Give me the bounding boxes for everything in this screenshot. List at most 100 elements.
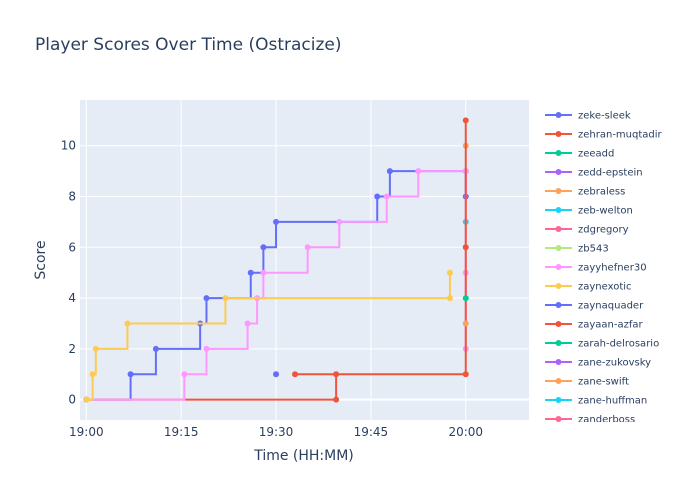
- legend-item[interactable]: zeb-welton: [545, 206, 633, 217]
- data-point[interactable]: [446, 269, 453, 276]
- y-axis-title: Score: [33, 240, 49, 279]
- y-tick-label: 8: [68, 190, 76, 204]
- x-tick-label: 19:30: [259, 425, 294, 439]
- y-axis-ticks: 0 2 4 6 8 10: [61, 139, 76, 407]
- legend-item[interactable]: zaynaquader: [545, 301, 644, 312]
- data-point[interactable]: [83, 396, 90, 403]
- legend-item[interactable]: zanderboss: [545, 415, 635, 426]
- legend-item[interactable]: zb543: [545, 244, 609, 255]
- data-point[interactable]: [203, 345, 210, 352]
- x-axis-ticks: 19:00 19:15 19:30 19:45 20:00: [69, 425, 483, 439]
- data-point[interactable]: [292, 371, 299, 378]
- legend-label: zayyhefner30: [578, 263, 647, 274]
- legend-label: zarah-delrosario: [578, 339, 659, 350]
- data-point[interactable]: [260, 269, 267, 276]
- legend-item[interactable]: zane-swift: [545, 377, 629, 388]
- legend-item[interactable]: zarah-delrosario: [545, 339, 659, 350]
- data-point[interactable]: [273, 371, 280, 378]
- legend-marker: [555, 226, 562, 232]
- plot-area: [80, 100, 529, 420]
- legend-item[interactable]: zayaan-azfar: [545, 320, 644, 331]
- data-point[interactable]: [415, 168, 422, 175]
- legend-item[interactable]: zedd-epstein: [545, 168, 643, 179]
- legend-item[interactable]: zaynexotic: [545, 282, 632, 293]
- x-tick-label: 19:15: [164, 425, 199, 439]
- data-point[interactable]: [333, 396, 340, 403]
- data-point[interactable]: [127, 371, 134, 378]
- series-line: [295, 120, 467, 376]
- data-point[interactable]: [89, 371, 96, 378]
- y-tick-label: 2: [68, 342, 76, 356]
- legend-marker: [555, 245, 562, 251]
- data-point[interactable]: [446, 295, 453, 302]
- data-point[interactable]: [152, 345, 159, 352]
- legend-label: zb543: [578, 244, 609, 255]
- data-point[interactable]: [462, 244, 469, 251]
- data-point[interactable]: [462, 320, 469, 327]
- data-point[interactable]: [462, 117, 469, 124]
- series-line: [86, 272, 451, 401]
- legend-marker: [555, 302, 562, 308]
- legend-marker: [555, 169, 562, 175]
- legend-marker: [555, 378, 562, 384]
- legend-label: zeeadd: [578, 149, 614, 160]
- legend-marker: [555, 397, 562, 403]
- data-point[interactable]: [462, 295, 469, 302]
- series-layer: [83, 117, 469, 403]
- legend-item[interactable]: zayyhefner30: [545, 263, 647, 274]
- series-line: [86, 170, 467, 401]
- data-point[interactable]: [124, 320, 131, 327]
- x-tick-label: 20:00: [448, 425, 483, 439]
- data-point[interactable]: [260, 244, 267, 251]
- y-tick-label: 6: [68, 240, 76, 254]
- legend-label: zehran-muqtadir: [578, 130, 663, 141]
- legend-label: zaynaquader: [578, 301, 644, 312]
- legend-label: zane-swift: [578, 377, 629, 388]
- y-tick-label: 0: [68, 393, 76, 407]
- data-point[interactable]: [222, 295, 229, 302]
- data-point[interactable]: [247, 269, 254, 276]
- legend-marker: [555, 188, 562, 194]
- legend-marker: [555, 283, 562, 289]
- legend[interactable]: zeke-sleek zehran-muqtadir zeeadd zedd-epst…: [545, 111, 663, 426]
- series-zaynexotic: [83, 269, 453, 403]
- legend-item[interactable]: zebraless: [545, 187, 625, 198]
- series-zane-swift: [462, 320, 469, 327]
- legend-item[interactable]: zeke-sleek: [545, 111, 631, 122]
- data-point[interactable]: [383, 193, 390, 200]
- legend-label: zaynexotic: [578, 282, 632, 293]
- legend-item[interactable]: zdgregory: [545, 225, 629, 236]
- legend-label: zeke-sleek: [578, 111, 631, 122]
- data-point[interactable]: [244, 320, 251, 327]
- legend-marker: [555, 416, 562, 422]
- legend-marker: [555, 264, 562, 270]
- legend-item[interactable]: zane-zukovsky: [545, 358, 651, 369]
- data-point[interactable]: [336, 218, 343, 225]
- data-point[interactable]: [181, 371, 188, 378]
- legend-marker: [555, 359, 562, 365]
- legend-label: zebraless: [578, 187, 625, 198]
- data-point[interactable]: [462, 371, 469, 378]
- legend-label: zdgregory: [578, 225, 629, 236]
- x-tick-label: 19:00: [69, 425, 104, 439]
- series-zarah-delrosario: [462, 295, 469, 302]
- chart-title: Player Scores Over Time (Ostracize): [35, 35, 342, 55]
- series-zayaan-azfar: [292, 117, 469, 378]
- legend-label: zane-zukovsky: [578, 358, 651, 369]
- data-point[interactable]: [304, 244, 311, 251]
- legend-marker: [555, 150, 562, 156]
- legend-item[interactable]: zehran-muqtadir: [545, 130, 663, 141]
- data-point[interactable]: [92, 345, 99, 352]
- data-point[interactable]: [386, 168, 393, 175]
- data-point[interactable]: [374, 193, 381, 200]
- x-tick-label: 19:45: [354, 425, 389, 439]
- legend-marker: [555, 321, 562, 327]
- legend-label: zane-huffman: [578, 396, 647, 407]
- legend-marker: [555, 207, 562, 213]
- legend-item[interactable]: zane-huffman: [545, 396, 647, 407]
- legend-item[interactable]: zeeadd: [545, 149, 614, 160]
- legend-label: zeb-welton: [578, 206, 633, 217]
- data-point[interactable]: [273, 218, 280, 225]
- data-point[interactable]: [203, 295, 210, 302]
